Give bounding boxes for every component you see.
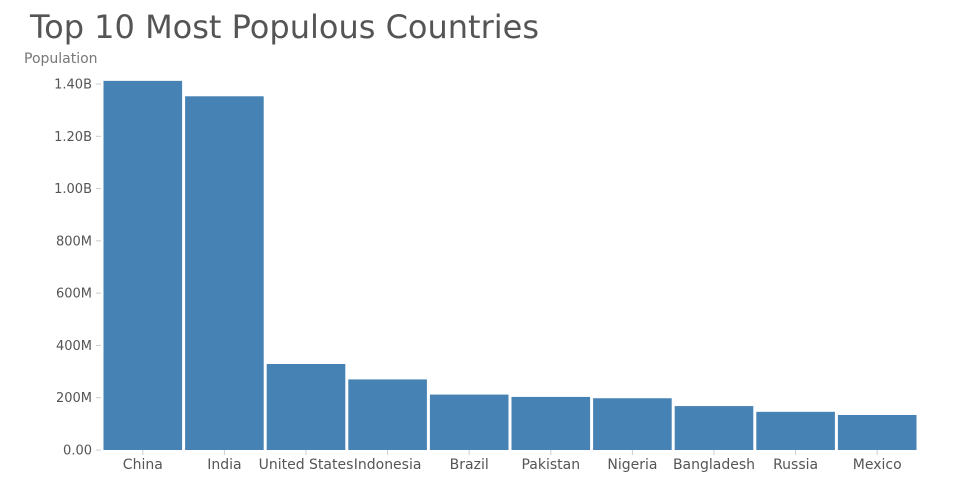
x-tick-label: Nigeria	[607, 457, 657, 473]
y-tick-label: 1.20B	[54, 130, 92, 145]
y-axis: 0.00 200M 400M 600M 800M 1.00B 1.20B 1.40B	[54, 78, 101, 459]
x-tick-label: China	[123, 457, 163, 473]
x-tick-label: Bangladesh	[673, 457, 755, 473]
x-tick-label: United States	[259, 457, 354, 473]
y-tick-label: 600M	[56, 287, 92, 302]
x-tick-label: Brazil	[450, 457, 489, 473]
y-tick-label: 800M	[56, 234, 92, 249]
x-tick-label: Indonesia	[354, 457, 422, 473]
y-axis-label: Population	[24, 51, 98, 67]
x-tick-label: Pakistan	[521, 457, 580, 473]
bar-russia	[756, 411, 835, 450]
bar-nigeria	[593, 398, 672, 450]
bar-bangladesh	[674, 406, 754, 450]
y-tick-label: 400M	[56, 339, 92, 354]
y-tick-label: 200M	[56, 391, 92, 406]
bar-india	[185, 96, 264, 450]
x-tick-label: Mexico	[853, 457, 902, 473]
x-tick-label: India	[207, 457, 241, 473]
bar-china	[103, 80, 183, 450]
bar-brazil	[429, 394, 509, 450]
y-tick-label: 1.00B	[54, 182, 92, 197]
bars	[103, 80, 917, 450]
y-tick-label: 0.00	[63, 444, 92, 459]
y-tick-label: 1.40B	[54, 78, 92, 93]
x-axis: China India United States Indonesia Brazil Pa…	[123, 450, 902, 473]
bar-mexico	[837, 414, 917, 450]
bar-united-states	[266, 363, 346, 450]
chart-title: Top 10 Most Populous Countries	[30, 8, 539, 46]
bar-pakistan	[511, 396, 591, 450]
bar-indonesia	[348, 379, 427, 450]
x-tick-label: Russia	[773, 457, 818, 473]
